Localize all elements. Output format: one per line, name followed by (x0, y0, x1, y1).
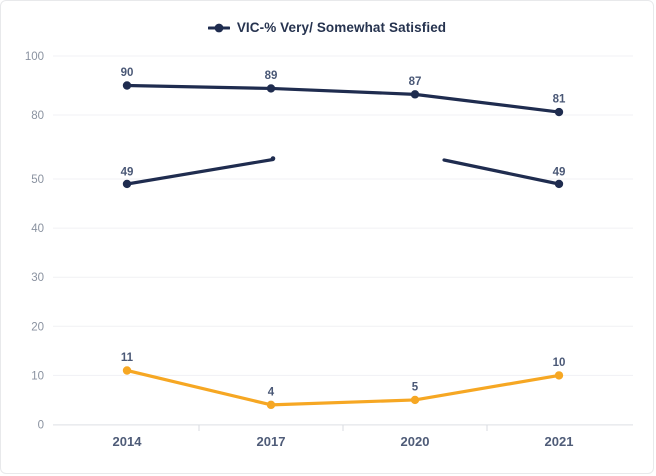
y-axis-tick-label: 40 (31, 223, 44, 235)
data-point-label: 89 (265, 70, 278, 82)
y-axis-tick-label: 0 (38, 420, 44, 432)
series-line-segment (442, 158, 561, 186)
data-point-marker (266, 400, 276, 410)
data-point-label: 10 (553, 357, 566, 369)
x-axis-category-label: 2020 (401, 434, 430, 449)
data-point-marker (266, 84, 276, 93)
data-point-marker (554, 371, 564, 380)
series-line-segment (125, 157, 275, 186)
series-line (125, 83, 561, 114)
data-point-marker (410, 395, 420, 405)
legend-item[interactable]: VIC-% Very/ Somewhat Satisfied (1, 20, 653, 35)
legend-label: VIC-% Very/ Somewhat Satisfied (236, 20, 447, 35)
x-axis-category-label: 2014 (113, 434, 143, 449)
data-point-marker (122, 366, 132, 375)
y-axis-tick-label: 100 (25, 51, 44, 63)
data-point-label: 90 (121, 67, 134, 79)
data-point-label: 5 (412, 381, 419, 393)
data-point-marker (122, 179, 132, 189)
y-axis-tick-label: 10 (31, 370, 44, 382)
data-point-label: 87 (409, 76, 422, 88)
data-point-label: 49 (553, 166, 566, 178)
data-point-label: 4 (268, 386, 275, 398)
data-point-marker (122, 81, 132, 90)
y-axis-tick-label: 30 (31, 272, 44, 284)
data-point-marker (410, 90, 420, 99)
data-point-label: 11 (121, 352, 134, 364)
data-point-label: 81 (553, 94, 566, 106)
data-point-marker (270, 156, 276, 161)
series-line (125, 368, 561, 407)
data-point-label: 49 (121, 166, 134, 178)
y-axis-tick-label: 50 (31, 174, 44, 186)
y-axis-tick-label: 80 (31, 110, 44, 122)
x-axis-category-label: 2017 (257, 434, 286, 449)
x-axis-category-label: 2021 (545, 434, 574, 449)
data-point-marker (554, 179, 564, 189)
data-point-marker (554, 107, 564, 117)
legend-line-dot-icon (207, 23, 230, 32)
y-axis-tick-label: 20 (31, 321, 44, 333)
